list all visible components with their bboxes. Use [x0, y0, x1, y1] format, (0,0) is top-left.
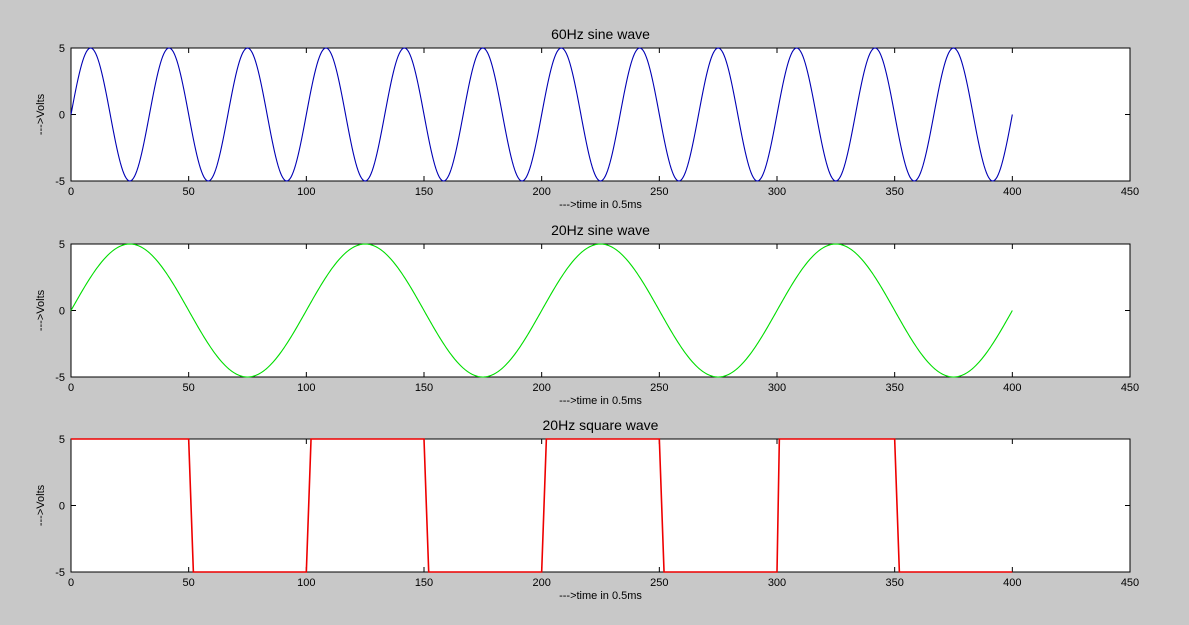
y-tick-label: 0	[59, 306, 65, 318]
x-tick-label: 150	[415, 186, 433, 198]
y-axis-label: --->Volts	[35, 93, 47, 135]
x-tick-label: 100	[297, 186, 315, 198]
series-line	[70, 47, 1013, 182]
x-tick-label: 50	[183, 186, 195, 198]
plot-area	[70, 438, 1131, 573]
x-axis-label: --->time in 0.5ms	[559, 395, 642, 407]
x-tick-label: 100	[297, 577, 315, 589]
y-axis-label: --->Volts	[35, 289, 47, 331]
y-tick-label: 5	[59, 434, 65, 446]
x-tick-label: 300	[768, 186, 786, 198]
x-tick-label: 350	[885, 382, 903, 394]
x-tick-label: 350	[885, 577, 903, 589]
y-tick-label: 0	[59, 110, 65, 122]
x-tick-label: 300	[768, 382, 786, 394]
x-tick-label: 350	[885, 186, 903, 198]
x-tick-label: 0	[68, 382, 74, 394]
x-tick-label: 150	[415, 382, 433, 394]
x-tick-label: 450	[1121, 186, 1139, 198]
x-tick-label: 250	[650, 382, 668, 394]
x-tick-label: 450	[1121, 382, 1139, 394]
x-tick-label: 300	[768, 577, 786, 589]
x-tick-label: 200	[532, 577, 550, 589]
y-tick-label: 0	[59, 501, 65, 513]
x-tick-label: 400	[1003, 577, 1021, 589]
x-tick-label: 250	[650, 186, 668, 198]
x-tick-label: 0	[68, 186, 74, 198]
series-line	[71, 438, 1013, 573]
chart-title: 20Hz sine wave	[551, 222, 650, 238]
x-axis-label: --->time in 0.5ms	[559, 199, 642, 211]
x-tick-label: 0	[68, 577, 74, 589]
y-tick-label: -5	[55, 372, 65, 384]
x-tick-label: 450	[1121, 577, 1139, 589]
x-tick-label: 100	[297, 382, 315, 394]
series-line	[70, 243, 1013, 378]
y-tick-label: -5	[55, 567, 65, 579]
y-tick-label: 5	[59, 239, 65, 251]
plot-area	[70, 47, 1131, 182]
y-tick-label: -5	[55, 176, 65, 188]
x-tick-label: 200	[532, 382, 550, 394]
x-tick-label: 150	[415, 577, 433, 589]
x-tick-label: 200	[532, 186, 550, 198]
x-tick-label: 250	[650, 577, 668, 589]
chart-title: 20Hz square wave	[543, 417, 659, 433]
x-tick-label: 400	[1003, 186, 1021, 198]
x-tick-label: 50	[183, 577, 195, 589]
y-axis-label: --->Volts	[35, 484, 47, 526]
chart-title: 60Hz sine wave	[551, 26, 650, 42]
y-tick-label: 5	[59, 43, 65, 55]
x-tick-label: 400	[1003, 382, 1021, 394]
plot-area	[70, 243, 1131, 378]
x-tick-label: 50	[183, 382, 195, 394]
x-axis-label: --->time in 0.5ms	[559, 590, 642, 602]
